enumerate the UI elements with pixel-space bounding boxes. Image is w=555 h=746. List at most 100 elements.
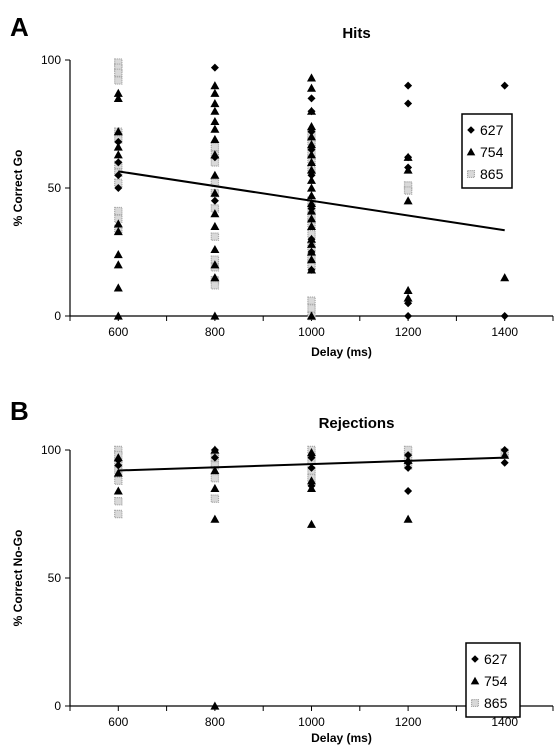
data-point [403, 293, 413, 302]
chart-title: Rejections [319, 415, 395, 432]
data-point [500, 450, 510, 459]
data-point [307, 255, 316, 264]
data-point [210, 178, 220, 188]
data-point [307, 204, 316, 213]
legend-entry: 865 [484, 695, 508, 711]
data-point [113, 311, 123, 320]
data-point [210, 88, 220, 97]
data-point [403, 186, 413, 195]
data-point [114, 137, 123, 146]
data-point [210, 142, 220, 152]
y-tick-label: 100 [41, 53, 61, 67]
data-point [114, 184, 123, 192]
legend: 627 754 865 [461, 113, 513, 189]
data-point [210, 124, 220, 133]
y-tick-label: 50 [48, 181, 62, 195]
data-point [210, 446, 219, 454]
data-point [500, 446, 509, 454]
y-axis-label: % Correct No-Go [11, 530, 25, 627]
data-point [404, 312, 413, 320]
data-point [113, 219, 123, 228]
data-point [114, 509, 123, 519]
data-point [113, 486, 123, 495]
legend: 627 754 865 [465, 642, 521, 718]
data-point [307, 83, 316, 92]
data-point [307, 235, 316, 244]
data-point [307, 481, 316, 490]
x-tick-label: 1400 [491, 325, 518, 339]
data-point [500, 273, 510, 282]
legend-marker-627 [467, 126, 475, 134]
legend-entry: 754 [480, 144, 504, 160]
x-tick-label: 600 [108, 715, 128, 729]
x-tick-label: 800 [205, 715, 225, 729]
data-point [307, 139, 316, 149]
data-point [210, 514, 220, 523]
data-point [500, 312, 509, 320]
data-point [210, 188, 220, 197]
data-point [210, 209, 220, 218]
data-point [307, 453, 316, 462]
data-point [307, 165, 316, 174]
data-point [307, 157, 316, 166]
data-point [307, 145, 316, 154]
data-point [114, 476, 123, 485]
data-point [307, 265, 316, 274]
data-point [113, 260, 123, 269]
data-point [210, 244, 220, 254]
data-point [210, 281, 220, 290]
trendline [118, 456, 505, 472]
data-point [113, 88, 123, 97]
data-point [307, 221, 316, 230]
data-point [210, 196, 219, 205]
data-point [404, 451, 413, 460]
data-point [307, 476, 316, 485]
data-point [210, 170, 220, 179]
data-point [404, 163, 413, 172]
data-point [114, 68, 123, 77]
series-627 [114, 63, 509, 320]
data-point [404, 99, 413, 108]
data-point [210, 453, 219, 462]
data-point [113, 142, 123, 151]
data-point [210, 260, 220, 269]
data-point [113, 150, 123, 159]
data-point [307, 311, 316, 320]
data-point [210, 465, 220, 475]
x-tick-label: 1200 [395, 325, 422, 339]
data-point [210, 494, 220, 503]
panel-label: B [10, 396, 29, 426]
data-point [210, 273, 220, 282]
legend-marker-627 [471, 655, 479, 663]
data-point [114, 497, 123, 506]
chart-title: Hits [342, 25, 370, 42]
panel-rejections: B Rejections 600 800 1000 1200 1400 0 50 100 Delay… [10, 396, 554, 745]
data-point [114, 158, 123, 167]
data-point [500, 458, 509, 467]
panel-label: A [10, 12, 29, 42]
data-point [307, 73, 316, 82]
data-point [307, 191, 316, 200]
data-point [114, 58, 123, 67]
data-point [210, 204, 220, 213]
y-tick-label: 0 [54, 699, 61, 713]
data-point [114, 456, 123, 465]
data-point [307, 132, 316, 141]
data-point [114, 178, 123, 188]
legend-marker-754 [470, 676, 480, 685]
data-point [307, 183, 316, 192]
data-point [307, 198, 316, 207]
x-axis-label: Delay (ms) [311, 731, 372, 745]
legend-entry: 754 [484, 673, 508, 689]
x-axis-label: Delay (ms) [311, 345, 372, 359]
data-point [210, 134, 220, 143]
data-point [404, 153, 413, 162]
data-point [307, 214, 316, 223]
data-point [114, 76, 123, 85]
data-point [404, 486, 413, 495]
data-point [307, 239, 316, 248]
data-point [210, 232, 220, 241]
y-tick-label: 100 [41, 443, 61, 457]
data-point [210, 153, 219, 162]
